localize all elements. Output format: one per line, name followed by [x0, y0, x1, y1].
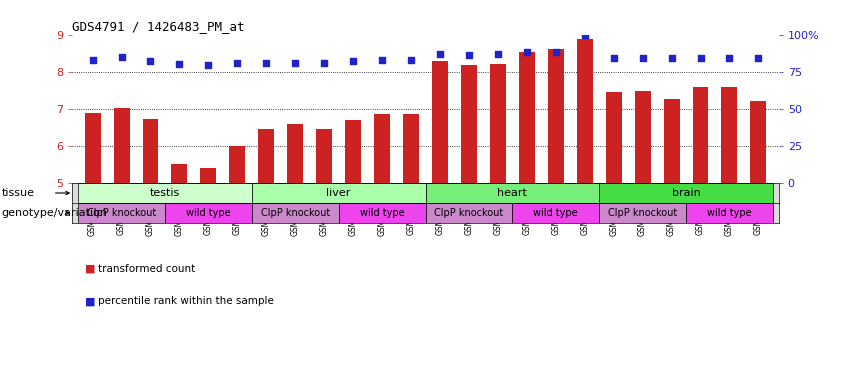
Point	[665, 55, 678, 61]
Bar	[461, 65, 477, 183]
Text: ClpP knockout: ClpP knockout	[87, 208, 157, 218]
Bar	[142, 119, 158, 183]
Point	[462, 52, 476, 58]
Bar	[172, 164, 187, 183]
Point	[317, 60, 331, 66]
Bar	[339, 203, 426, 223]
Text: heart: heart	[497, 188, 528, 198]
Text: wild type: wild type	[534, 208, 578, 218]
Bar	[426, 203, 512, 223]
Point	[549, 49, 563, 55]
Text: ClpP knockout: ClpP knockout	[434, 208, 504, 218]
Point	[144, 58, 157, 65]
Text: brain: brain	[671, 188, 700, 198]
Bar	[426, 183, 599, 203]
Bar	[113, 108, 129, 183]
Bar	[751, 101, 767, 183]
Point	[433, 51, 447, 57]
Bar	[165, 203, 252, 223]
Bar	[664, 99, 679, 183]
Bar	[78, 183, 252, 203]
Text: genotype/variation: genotype/variation	[2, 208, 108, 218]
Bar	[686, 203, 773, 223]
Bar	[519, 52, 534, 183]
Text: percentile rank within the sample: percentile rank within the sample	[98, 296, 274, 306]
Bar	[346, 120, 361, 183]
Bar	[490, 63, 505, 183]
Bar	[403, 114, 419, 183]
Bar	[230, 146, 245, 183]
Text: wild type: wild type	[186, 208, 231, 218]
Bar	[512, 203, 599, 223]
Bar	[599, 203, 686, 223]
Bar	[78, 203, 165, 223]
Text: ■: ■	[85, 296, 95, 306]
Bar	[374, 114, 390, 183]
Text: GDS4791 / 1426483_PM_at: GDS4791 / 1426483_PM_at	[72, 20, 245, 33]
Point	[520, 49, 534, 55]
Bar	[722, 87, 738, 183]
Point	[404, 57, 418, 63]
Bar	[577, 39, 592, 183]
Point	[491, 51, 505, 57]
Point	[636, 55, 649, 61]
Text: transformed count: transformed count	[98, 264, 195, 274]
Point	[115, 54, 129, 60]
Point	[578, 31, 591, 38]
Text: testis: testis	[150, 188, 180, 198]
Point	[202, 62, 215, 68]
Bar	[288, 124, 303, 183]
Text: liver: liver	[327, 188, 351, 198]
Bar	[606, 92, 621, 183]
Bar	[84, 113, 100, 183]
Bar	[317, 129, 332, 183]
Point	[751, 55, 765, 61]
Bar	[201, 167, 216, 183]
Point	[288, 60, 302, 66]
Point	[375, 57, 389, 63]
Bar	[432, 61, 448, 183]
Text: ■: ■	[85, 264, 95, 274]
Text: ClpP knockout: ClpP knockout	[608, 208, 677, 218]
Point	[173, 61, 186, 67]
Point	[607, 55, 620, 61]
Point	[346, 58, 360, 65]
Point	[86, 57, 100, 63]
Text: tissue: tissue	[2, 188, 35, 198]
Bar	[252, 183, 426, 203]
Text: ClpP knockout: ClpP knockout	[260, 208, 330, 218]
Bar	[259, 129, 274, 183]
Bar	[599, 183, 773, 203]
Bar	[693, 87, 709, 183]
Bar	[252, 203, 339, 223]
Bar	[635, 91, 650, 183]
Point	[231, 60, 244, 66]
Text: wild type: wild type	[360, 208, 404, 218]
Text: wild type: wild type	[707, 208, 751, 218]
Point	[260, 60, 273, 66]
Point	[694, 55, 707, 61]
Bar	[548, 49, 563, 183]
Point	[722, 55, 736, 61]
